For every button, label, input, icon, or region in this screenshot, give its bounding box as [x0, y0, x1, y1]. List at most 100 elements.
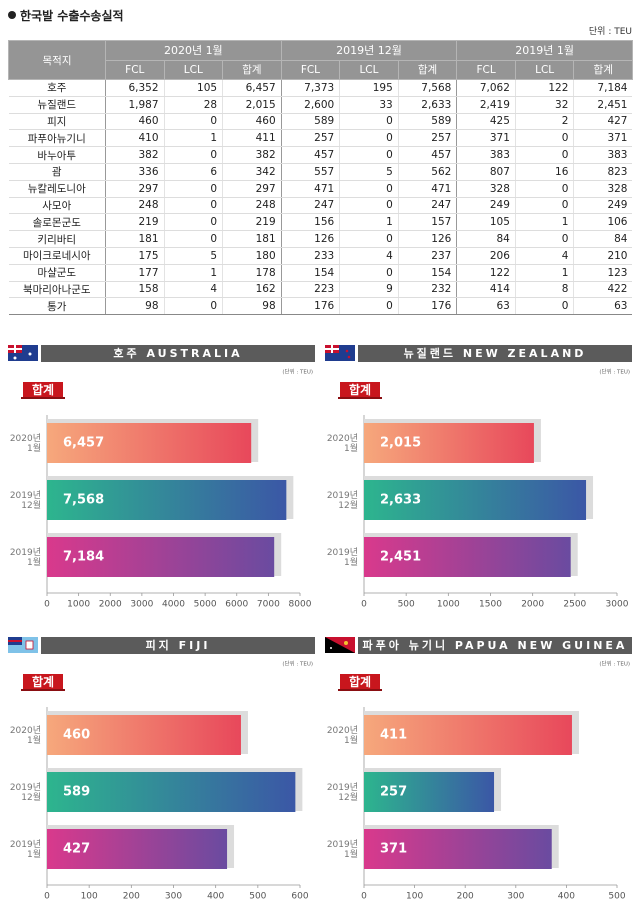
table-cell: 371 [456, 129, 516, 148]
table-cell: 7,062 [456, 79, 516, 97]
bullet [8, 11, 16, 19]
category-label: 2019년 1월 [10, 839, 41, 860]
table-cell: 7,373 [280, 79, 340, 97]
table-cell: 414 [456, 281, 516, 299]
table-cell: 154 [280, 264, 340, 282]
table-cell: 4 [163, 281, 223, 299]
table-cell: 0 [339, 297, 399, 316]
value-label: 460 [63, 728, 90, 743]
table-cell: 336 [105, 163, 165, 181]
x-tick-label: 0 [361, 892, 367, 902]
x-tick-label: 2000 [99, 600, 122, 610]
legend-tag-edge [338, 397, 382, 399]
table-cell: 0 [163, 180, 223, 198]
table-cell: 2,633 [397, 96, 457, 114]
x-tick-label: 100 [81, 892, 98, 902]
table-cell: 457 [280, 146, 340, 164]
title-bar [358, 637, 632, 654]
bar [47, 423, 252, 463]
legend-tag [340, 674, 380, 691]
category-label: 2019년 12월 [327, 782, 358, 803]
chart-title: 호주 AUSTRALIA [113, 346, 242, 360]
table-cell: 9 [339, 281, 399, 299]
x-tick-label: 600 [291, 892, 308, 902]
table-cell: 0 [514, 129, 574, 148]
table-cell: 257 [280, 129, 340, 148]
bar [364, 772, 495, 812]
table-cell: 126 [280, 230, 340, 248]
category-label: 2019년 12월 [10, 782, 41, 803]
table-cell: 383 [573, 146, 633, 164]
chart-title: 뉴질랜드 NEW ZEALAND [404, 346, 587, 360]
x-tick-label: 400 [207, 892, 224, 902]
x-tick-label: 500 [398, 600, 415, 610]
table-cell: 823 [573, 163, 633, 181]
flag [325, 637, 355, 653]
table-cell: 2,451 [573, 96, 633, 114]
table-row: 북마리아나군도 158 4 162 223 9 232 414 8 422 [8, 281, 633, 299]
table-cell: 232 [397, 281, 457, 299]
table-cell: 154 [397, 264, 457, 282]
table-cell: 175 [105, 247, 165, 265]
legend-label: 합계 [349, 382, 371, 397]
x-tick-label: 300 [507, 892, 524, 902]
table-cell: 괌 [8, 163, 106, 181]
legend-label: 합계 [32, 674, 54, 689]
chart-title: 파푸아 뉴기니 PAPUA NEW GUINEA [363, 638, 628, 652]
table-cell: 84 [456, 230, 516, 248]
column-header: FCL [456, 59, 516, 80]
table-cell: 1 [163, 129, 223, 148]
x-tick-label: 3000 [130, 600, 153, 610]
table-cell: 371 [573, 129, 633, 148]
header-cell: 목적지 [8, 40, 106, 80]
category-label: 2019년 12월 [10, 490, 41, 511]
table-cell: 382 [222, 146, 282, 164]
table-cell: 통가 [8, 297, 106, 316]
table-cell: 32 [514, 96, 574, 114]
table-cell: 1 [163, 264, 223, 282]
x-tick-label: 0 [44, 600, 50, 610]
unit-label: (단위 : TEU) [282, 660, 313, 668]
x-tick-label: 500 [608, 892, 625, 902]
table-cell: 7,568 [397, 79, 457, 97]
table-cell: 297 [105, 180, 165, 198]
table-cell: 호주 [8, 79, 106, 97]
table-row: 괌 336 6 342 557 5 562 807 16 823 [8, 163, 633, 181]
table-cell: 411 [222, 129, 282, 148]
bar [47, 480, 287, 520]
table-cell: 233 [280, 247, 340, 265]
table-cell: 180 [222, 247, 282, 265]
page-title: 한국발 수출수송실적 [8, 7, 124, 24]
value-label: 589 [63, 785, 90, 800]
table-cell: 427 [573, 113, 633, 131]
table-cell: 33 [339, 96, 399, 114]
table-cell: 키리바티 [8, 230, 106, 248]
table-cell: 158 [105, 281, 165, 299]
table-cell: 249 [456, 197, 516, 215]
data-table: 목적지 2020년 1월 2019년 12월 2019년 1월 FCL LCL 합계 FCL L… [8, 40, 633, 316]
table-cell: 98 [105, 297, 165, 316]
table-cell: 5 [339, 163, 399, 181]
bar [364, 423, 534, 463]
legend-tag [23, 674, 63, 691]
table-cell: 2,600 [280, 96, 340, 114]
table-cell: 460 [105, 113, 165, 131]
table-cell: 257 [397, 129, 457, 148]
bar [47, 772, 296, 812]
group-header: 2019년 1월 [456, 40, 633, 61]
table-cell: 1 [514, 213, 574, 232]
table-row: 통가 98 0 98 176 0 176 63 0 63 [8, 297, 633, 316]
title-bar [41, 637, 315, 654]
legend-tag-edge [21, 689, 65, 691]
flag [325, 345, 355, 361]
table-cell: 0 [514, 180, 574, 198]
table-cell: 297 [222, 180, 282, 198]
title-bar [358, 345, 632, 362]
table-cell: 248 [222, 197, 282, 215]
table-cell: 2 [514, 113, 574, 131]
table-cell: 0 [339, 180, 399, 198]
table-cell: 219 [105, 213, 165, 232]
x-tick-label: 0 [44, 892, 50, 902]
table-cell: 0 [514, 197, 574, 215]
